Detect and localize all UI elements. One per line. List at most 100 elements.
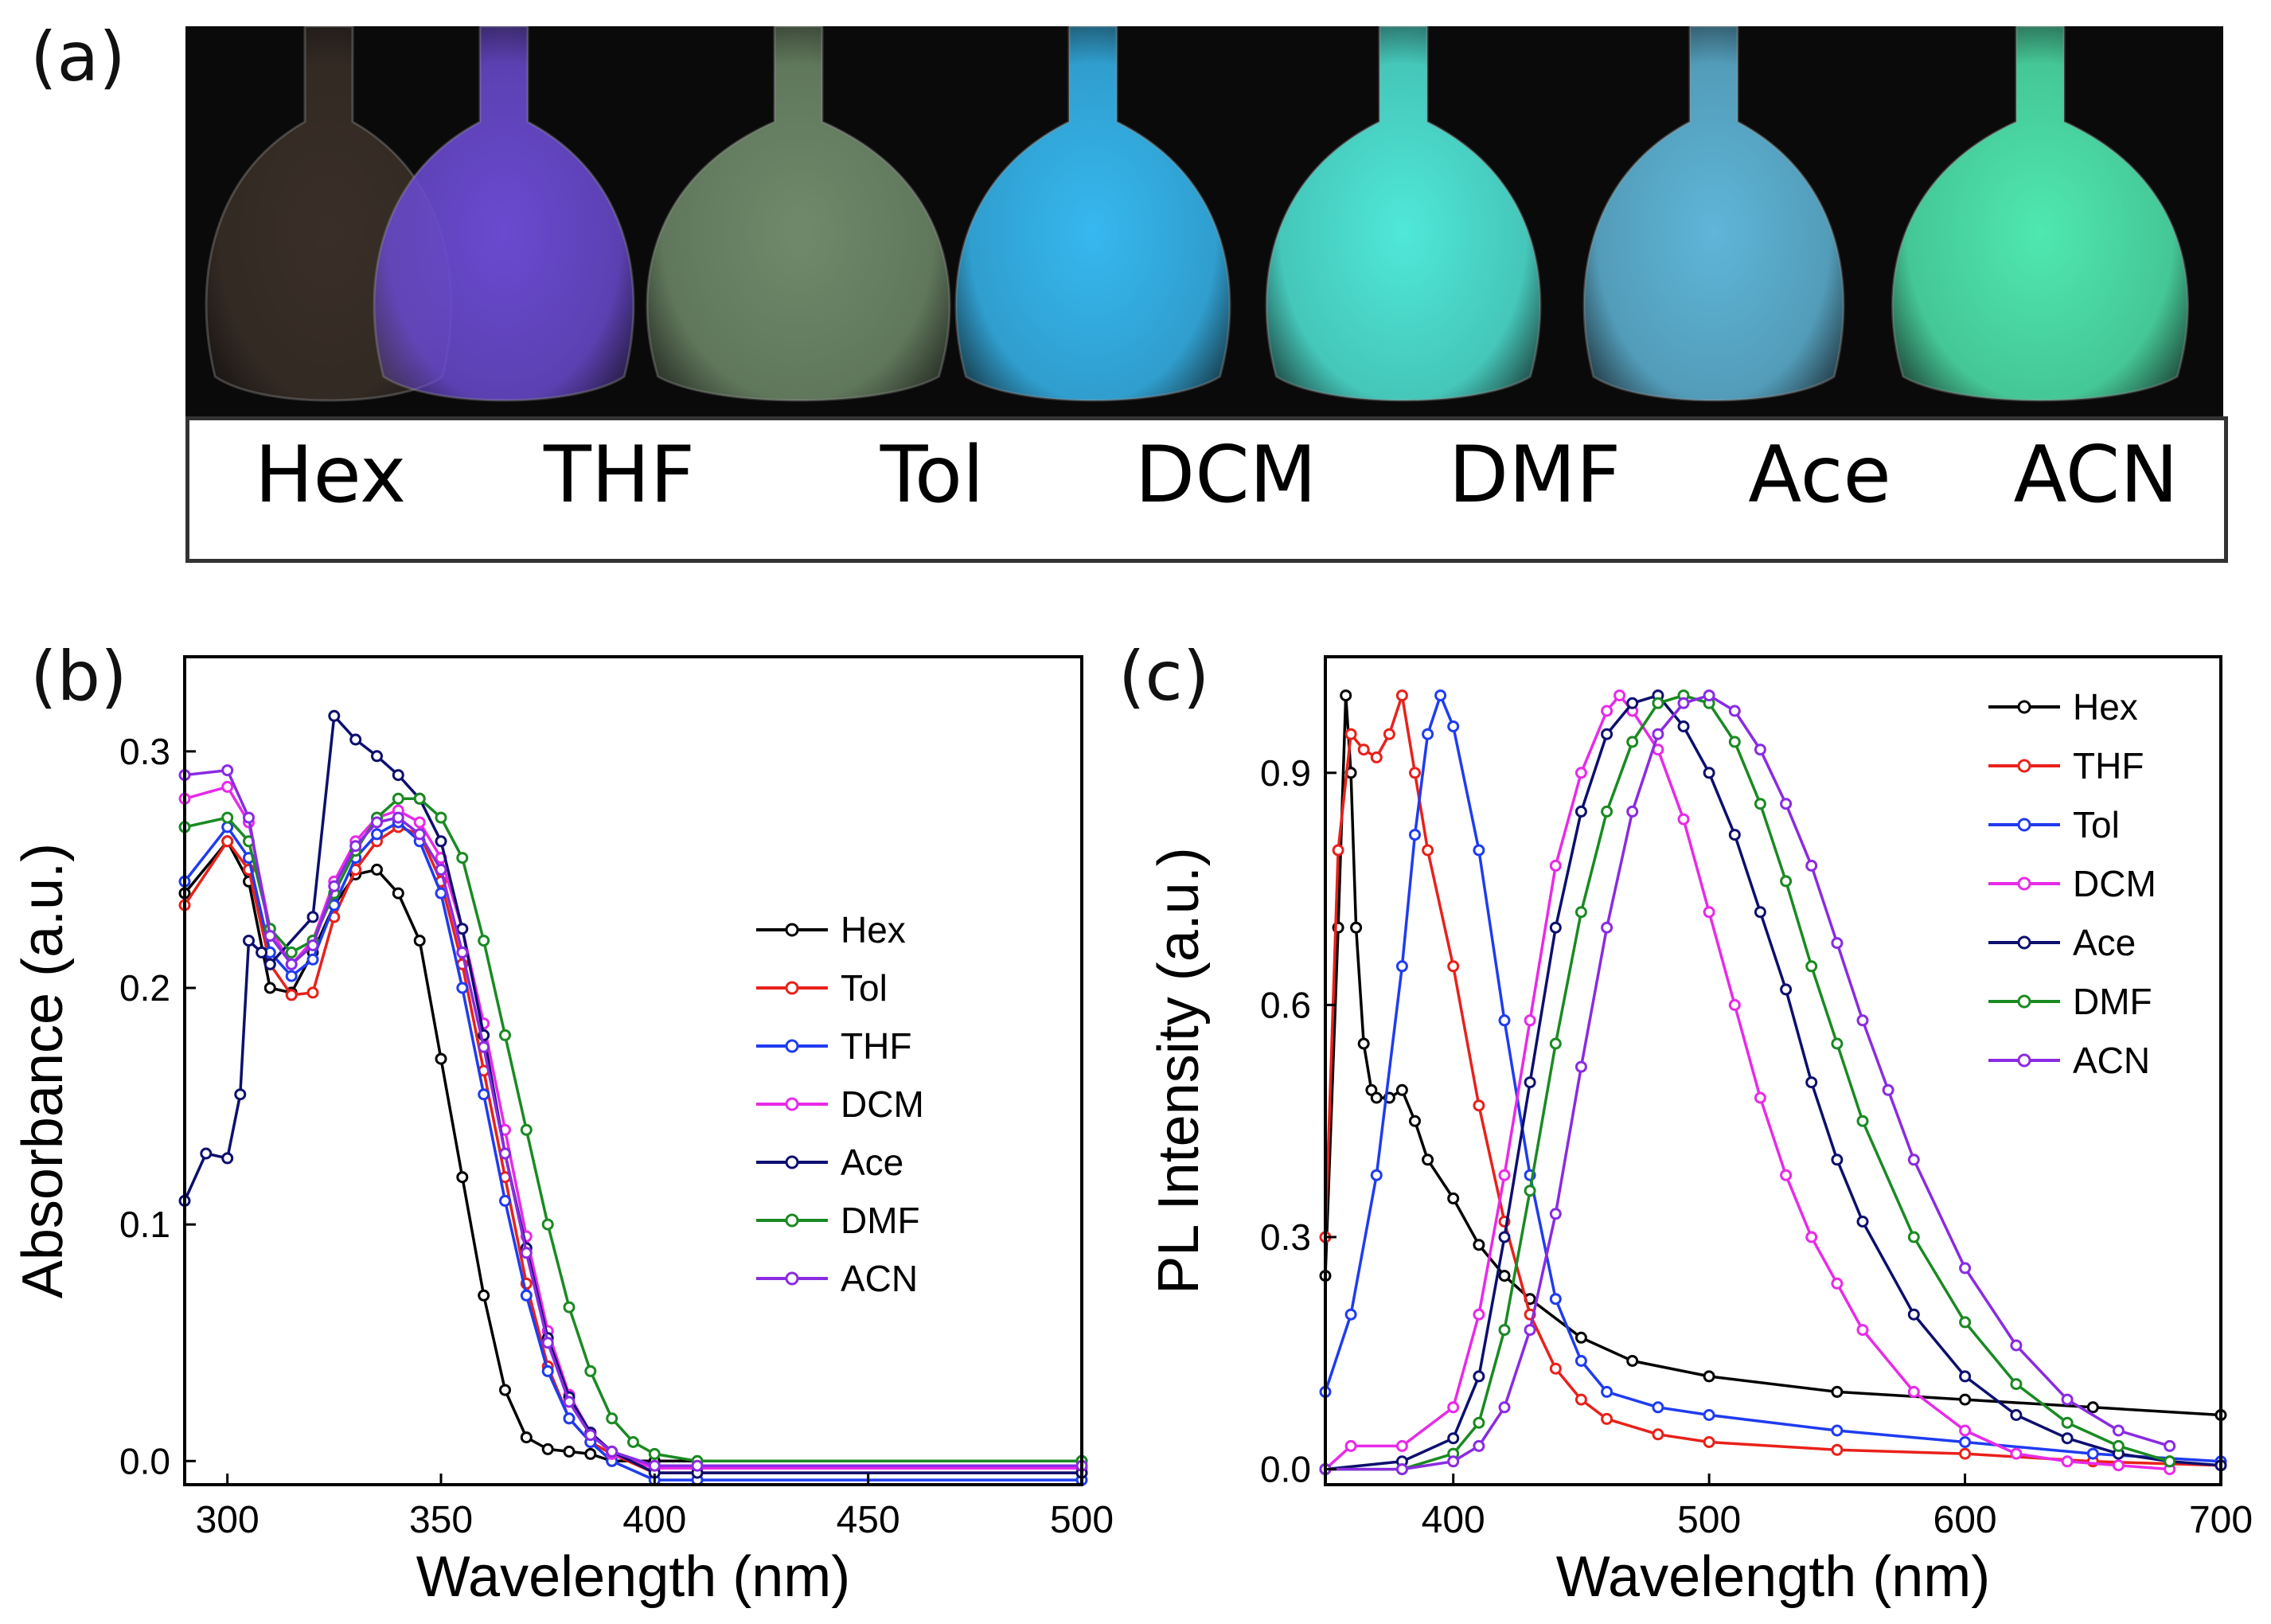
pl-point-ace (1677, 720, 1690, 732)
pl-point-dcm (1447, 1401, 1460, 1414)
pl-point-thf (1409, 767, 1421, 779)
absorbance-y-tick-label: 0.3 (119, 731, 170, 772)
absorbance-point-hex (435, 1052, 447, 1065)
absorbance-point-acn (456, 946, 469, 958)
pl-point-tol (1447, 720, 1460, 732)
pl-point-dcm (1728, 998, 1741, 1011)
absorbance-point-ace (234, 1088, 247, 1101)
pl-point-ace (1780, 983, 1793, 996)
absorbance-legend-marker-dcm (785, 1097, 799, 1111)
pl-point-tol (1601, 1385, 1614, 1398)
pl-point-hex (1831, 1385, 1844, 1398)
absorbance-point-hex (520, 1431, 533, 1444)
pl-point-acn (1549, 1208, 1562, 1220)
flask-dcm (954, 26, 1231, 402)
absorbance-point-hex (263, 982, 276, 994)
pl-point-dmf (1549, 1037, 1562, 1050)
pl-point-tol (1574, 1355, 1587, 1367)
pl-point-tol (1395, 960, 1408, 973)
pl-legend-marker-dmf (2017, 994, 2031, 1009)
panel-label-c: (c) (1118, 637, 1210, 716)
absorbance-x-axis-label: Wavelength (nm) (416, 1545, 851, 1609)
flask-photo (185, 26, 2223, 416)
absorbance-point-hex (371, 863, 383, 876)
absorbance-point-dmf (456, 852, 469, 865)
solvent-label-row: Hex THF Tol DCM DMF Ace ACN (185, 416, 2228, 563)
pl-legend-marker-hex (2017, 700, 2031, 714)
pl-y-tick-label: 0.3 (1260, 1216, 1311, 1258)
pl-legend-marker-acn (2017, 1053, 2031, 1068)
pl-x-axis-label: Wavelength (nm) (1556, 1545, 1991, 1609)
pl-point-thf (1703, 1436, 1715, 1448)
flask-thf (373, 26, 635, 402)
pl-point-dmf (1626, 736, 1639, 748)
pl-point-acn (1882, 1083, 1894, 1096)
absorbance-legend-label-thf: THF (841, 1025, 911, 1067)
absorbance-point-thf (541, 1364, 554, 1377)
pl-point-acn (1677, 697, 1690, 709)
absorbance-legend-marker-dmf (785, 1213, 799, 1228)
absorbance-point-dmf (499, 1029, 511, 1041)
pl-point-dmf (1524, 1185, 1536, 1197)
absorbance-point-acn (285, 958, 298, 970)
pl-point-tol (2086, 1447, 2099, 1460)
pl-series-line-acn (1325, 693, 2171, 1471)
pl-point-tol (1473, 844, 1485, 857)
pl-point-hex (2086, 1401, 2099, 1414)
absorbance-point-ace (256, 946, 268, 958)
pl-point-ace (1907, 1308, 1920, 1321)
absorbance-x-tick-label: 350 (409, 1499, 473, 1541)
pl-point-hex (1340, 689, 1352, 702)
absorbance-point-dcm (221, 780, 234, 793)
absorbance-x-tick-label: 450 (837, 1499, 900, 1541)
absorbance-point-dmf (285, 946, 298, 958)
absorbance-point-acn (306, 939, 319, 951)
absorbance-point-dmf (478, 935, 490, 947)
pl-point-thf (1395, 689, 1408, 702)
pl-point-dcm (1498, 1169, 1511, 1181)
pl-point-tol (1498, 1014, 1511, 1027)
pl-point-tol (1370, 1169, 1383, 1181)
pl-point-acn (2010, 1339, 2023, 1352)
absorbance-point-acn (691, 1459, 704, 1472)
absorbance-point-ace (306, 911, 319, 923)
absorbance-point-dmf (541, 1218, 554, 1231)
pl-point-dcm (1395, 1439, 1408, 1452)
pl-point-dmf (2010, 1378, 2023, 1391)
pl-series-line-dmf (1325, 693, 2171, 1471)
absorbance-point-dmf (221, 811, 234, 824)
pl-point-dcm (1549, 859, 1562, 872)
pl-point-acn (1780, 798, 1793, 810)
pl-legend-marker-ace (2017, 935, 2031, 950)
pl-point-dcm (2010, 1447, 2023, 1460)
pl-point-dcm (1344, 1439, 1357, 1452)
pl-point-ace (1728, 829, 1741, 841)
absorbance-point-acn (413, 828, 426, 841)
pl-x-tick-label: 600 (1933, 1499, 1997, 1541)
absorbance-point-tol (306, 986, 319, 999)
pl-point-dcm (2112, 1459, 2125, 1472)
pl-point-tol (1422, 728, 1434, 740)
pl-point-dcm (1614, 689, 1626, 702)
pl-point-thf (1473, 1099, 1485, 1112)
pl-point-ace (1959, 1370, 1972, 1383)
pl-point-acn (1498, 1401, 1511, 1414)
absorbance-point-hex (478, 1289, 490, 1302)
absorbance-legend-marker-thf (785, 1039, 799, 1053)
pl-point-dcm (1703, 906, 1715, 919)
absorbance-point-acn (478, 1040, 490, 1053)
pl-point-tol (1344, 1308, 1357, 1321)
pl-point-acn (1856, 1014, 1869, 1027)
pl-point-dmf (1574, 906, 1587, 919)
pl-point-thf (1601, 1412, 1614, 1425)
solvent-label-thf: THF (544, 430, 695, 521)
pl-point-ace (1549, 921, 1562, 934)
absorbance-point-hex (541, 1442, 554, 1455)
pl-point-acn (1703, 689, 1715, 702)
pl-point-ace (1498, 1231, 1511, 1243)
pl-point-thf (1447, 960, 1460, 973)
absorbance-point-ace (435, 835, 447, 848)
pl-point-thf (1357, 744, 1370, 756)
pl-legend-label-thf: THF (2073, 745, 2144, 787)
absorbance-point-acn (221, 764, 234, 777)
